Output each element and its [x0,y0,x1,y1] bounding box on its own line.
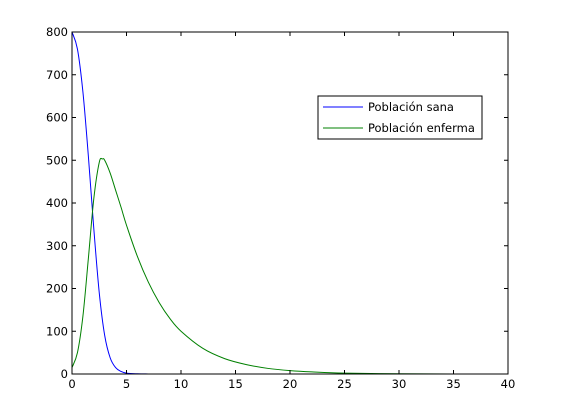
x-tick-label: 10 [174,377,189,391]
x-tick-label: 5 [123,377,130,391]
y-tick-label: 100 [46,324,68,338]
series-line-enferma [71,157,509,375]
x-tick-label: 0 [68,377,75,391]
y-tick-label: 600 [46,111,68,125]
y-tick-label: 500 [46,153,68,167]
y-tick-label: 300 [46,239,68,253]
x-tick-label: 40 [501,377,516,391]
x-tick-label: 25 [337,377,352,391]
y-tick-label: 0 [61,367,68,381]
axes-layer: 0 5 10 15 20 25 30 35 40010020030040050060070080… [46,25,515,391]
x-tick-label: 20 [283,377,298,391]
legend: Población sana Población enferma [317,95,483,140]
x-tick-label: 35 [446,377,461,391]
legend-label-sana: Población sana [368,100,454,114]
y-tick-label: 200 [46,282,68,296]
x-tick-label: 30 [392,377,407,391]
legend-box [317,95,483,140]
y-tick-label: 400 [46,196,68,210]
x-tick-label: 15 [228,377,243,391]
y-tick-label: 700 [46,68,68,82]
legend-label-enferma: Población enferma [368,121,475,135]
y-tick-label: 800 [46,25,68,39]
plot-background [72,32,508,374]
